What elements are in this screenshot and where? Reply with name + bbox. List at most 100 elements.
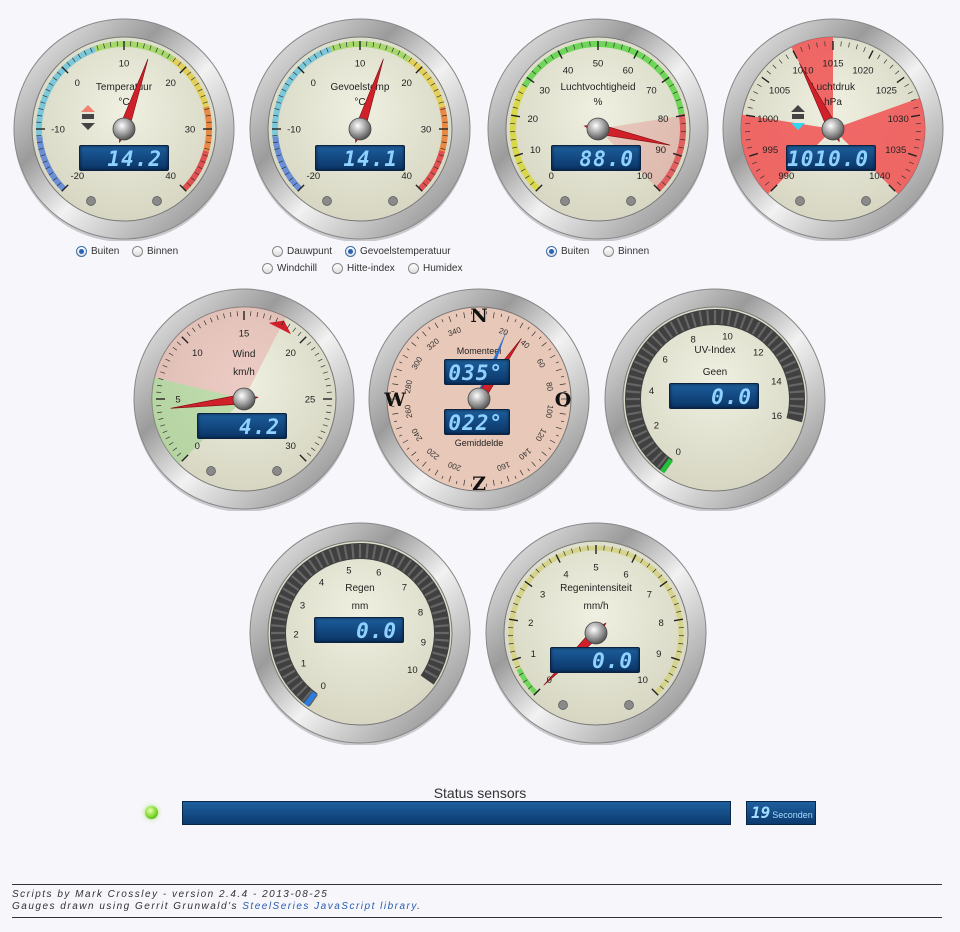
radio-hum-inside[interactable]: Binnen bbox=[603, 246, 649, 257]
tick-label: 990 bbox=[778, 171, 794, 182]
rain-bar-segment bbox=[434, 638, 449, 642]
minor-tick bbox=[670, 168, 676, 172]
led-indicator bbox=[272, 466, 282, 476]
degree-label: 100 bbox=[544, 404, 555, 419]
direction-tick bbox=[559, 412, 566, 415]
minor-tick bbox=[618, 548, 621, 554]
degree-label: 260 bbox=[403, 404, 414, 419]
uv-bar-segment bbox=[627, 410, 642, 416]
minor-tick bbox=[640, 558, 644, 564]
direction-tick bbox=[506, 316, 510, 323]
scale-band bbox=[655, 113, 686, 192]
radio-hum-outside[interactable]: Buiten bbox=[546, 246, 589, 257]
minor-tick bbox=[430, 172, 436, 176]
needle-knob bbox=[348, 117, 372, 141]
tick-label: 3 bbox=[300, 600, 305, 611]
tick-label: 1035 bbox=[885, 145, 906, 156]
gauge-unit: mm bbox=[352, 601, 369, 612]
tick-label: 7 bbox=[647, 590, 652, 601]
rain-bar-segment bbox=[412, 569, 424, 581]
cardinal-label: O bbox=[555, 389, 572, 411]
status-sensors-title: Status sensors bbox=[433, 785, 527, 801]
uv-index-lcd: 0.0 bbox=[669, 383, 759, 409]
major-tick bbox=[673, 618, 684, 622]
minor-tick bbox=[512, 106, 518, 109]
radio-label: Windchill bbox=[277, 263, 318, 274]
uv-bar-segment bbox=[628, 374, 643, 381]
uv-bar-segment bbox=[628, 417, 643, 424]
degree-label: 80 bbox=[544, 381, 555, 392]
major-tick bbox=[415, 66, 423, 74]
uv-bar-segment bbox=[698, 311, 704, 326]
minor-tick bbox=[403, 53, 407, 59]
tick-label: -20 bbox=[70, 171, 84, 182]
uv-bar-segment bbox=[733, 312, 740, 327]
minor-tick bbox=[292, 327, 297, 333]
radio-temp-inside[interactable]: Binnen bbox=[132, 246, 178, 257]
minor-tick bbox=[379, 43, 381, 49]
steelseries-link[interactable]: SteelSeries JavaScript library bbox=[242, 901, 418, 912]
tick-label: 0 bbox=[676, 447, 681, 458]
minor-tick bbox=[772, 64, 777, 69]
rain-bar-segment bbox=[407, 564, 419, 577]
major-tick bbox=[181, 336, 189, 344]
minor-tick bbox=[753, 91, 759, 94]
minor-tick bbox=[525, 175, 530, 179]
direction-tick bbox=[402, 354, 409, 359]
radio-heat-index[interactable]: Hitte-index bbox=[332, 263, 395, 274]
minor-tick bbox=[808, 44, 811, 50]
uv-bar-segment bbox=[788, 410, 803, 416]
scale-band bbox=[272, 46, 332, 137]
minor-tick bbox=[162, 365, 168, 368]
minor-tick bbox=[155, 47, 158, 53]
minor-tick bbox=[664, 679, 669, 683]
minor-tick bbox=[816, 42, 818, 48]
direction-tick bbox=[392, 383, 399, 386]
minor-tick bbox=[764, 181, 770, 186]
scale-band bbox=[181, 150, 210, 192]
uv-bar-segment bbox=[676, 317, 685, 332]
minor-tick bbox=[56, 71, 62, 76]
degree-label: 20 bbox=[498, 326, 510, 338]
rain-bar-segment bbox=[365, 544, 369, 559]
tick-label: 90 bbox=[655, 145, 666, 156]
footer-library-suffix: . bbox=[417, 901, 422, 912]
radio-temp-outside[interactable]: Buiten bbox=[76, 246, 119, 257]
degree-label: 200 bbox=[446, 459, 462, 472]
tick-label: 10 bbox=[119, 59, 130, 70]
uv-bar-segment bbox=[627, 382, 642, 388]
minor-tick bbox=[40, 101, 46, 104]
minor-tick bbox=[307, 57, 312, 63]
radio-dewpoint[interactable]: Dauwpunt bbox=[272, 246, 332, 257]
minor-tick bbox=[186, 331, 191, 337]
minor-tick bbox=[202, 154, 208, 157]
tick-label: 6 bbox=[623, 570, 628, 581]
tick-label: 30 bbox=[285, 441, 296, 452]
scale-band bbox=[510, 85, 541, 192]
uv-bar-segment bbox=[630, 367, 645, 375]
minor-tick bbox=[915, 139, 921, 141]
gauge-title: Luchtvochtigheid bbox=[560, 82, 635, 93]
radio-windchill[interactable]: Windchill bbox=[262, 263, 317, 274]
minor-tick bbox=[895, 70, 900, 75]
radio-humidex[interactable]: Humidex bbox=[408, 263, 462, 274]
direction-tick bbox=[514, 319, 517, 323]
degree-label: 280 bbox=[403, 379, 414, 394]
uv-bar-segment bbox=[767, 335, 779, 347]
tick-label: 4 bbox=[319, 577, 324, 588]
gauge-unit: hPa bbox=[824, 97, 842, 108]
uv-bar-segment bbox=[789, 404, 804, 408]
minor-tick bbox=[165, 358, 171, 362]
minor-tick bbox=[165, 436, 171, 440]
minor-tick bbox=[202, 101, 208, 104]
minor-tick bbox=[229, 312, 232, 318]
gauge-unit: % bbox=[594, 97, 603, 108]
radio-feels-like[interactable]: Gevoelstemperatuur bbox=[345, 246, 451, 257]
rain-gauge: 0 1 2 3 4 5 6 7 8 9 10 Regen mm 0.0 bbox=[248, 521, 472, 745]
led-indicator bbox=[86, 196, 96, 206]
direction-tick bbox=[519, 322, 524, 329]
tick-label: 0 bbox=[195, 441, 200, 452]
minor-tick bbox=[167, 53, 171, 59]
minor-tick bbox=[103, 43, 105, 49]
minor-tick bbox=[324, 378, 330, 380]
